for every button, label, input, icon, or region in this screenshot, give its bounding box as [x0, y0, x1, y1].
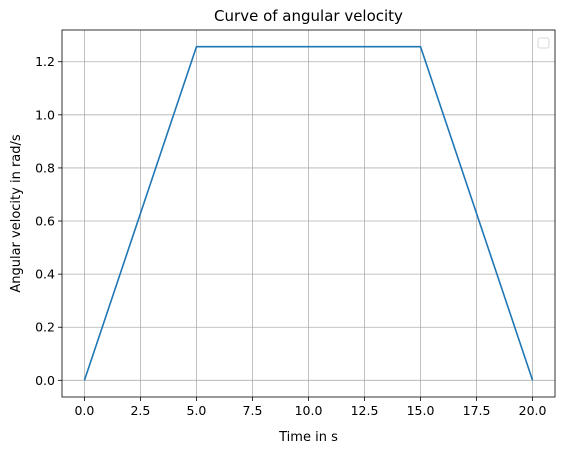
y-axis: 0.0 0.2 0.4 0.6 0.8 1.0 1.2	[35, 54, 62, 388]
x-tick-label: 15.0	[407, 403, 435, 418]
legend	[537, 37, 550, 49]
x-tick-label: 12.5	[351, 403, 379, 418]
y-axis-label: Angular velocity in rad/s	[9, 134, 24, 293]
y-tick-label: 0.6	[35, 214, 55, 229]
series-layer	[83, 45, 534, 381]
y-tick-label: 0.2	[35, 320, 55, 335]
y-tick-label: 0.0	[35, 373, 55, 388]
x-axis: 0.0 2.5 5.0 7.5 10.0 12.5 15.0 17.5 20.0	[74, 397, 547, 418]
chart-title: Curve of angular velocity	[214, 7, 403, 25]
x-tick-label: 0.0	[74, 403, 94, 418]
x-tick-label: 7.5	[243, 403, 263, 418]
grid	[62, 30, 555, 397]
x-tick-label: 20.0	[519, 403, 547, 418]
y-tick-label: 1.0	[35, 107, 55, 122]
x-tick-label: 2.5	[130, 403, 150, 418]
y-tick-label: 0.4	[35, 267, 55, 282]
x-tick-label: 17.5	[463, 403, 491, 418]
x-tick-label: 5.0	[187, 403, 207, 418]
x-tick-label: 10.0	[295, 403, 323, 418]
series-line-0	[83, 45, 534, 381]
x-axis-label: Time in s	[278, 430, 338, 445]
y-tick-label: 1.2	[35, 54, 55, 69]
y-tick-label: 0.8	[35, 160, 55, 175]
